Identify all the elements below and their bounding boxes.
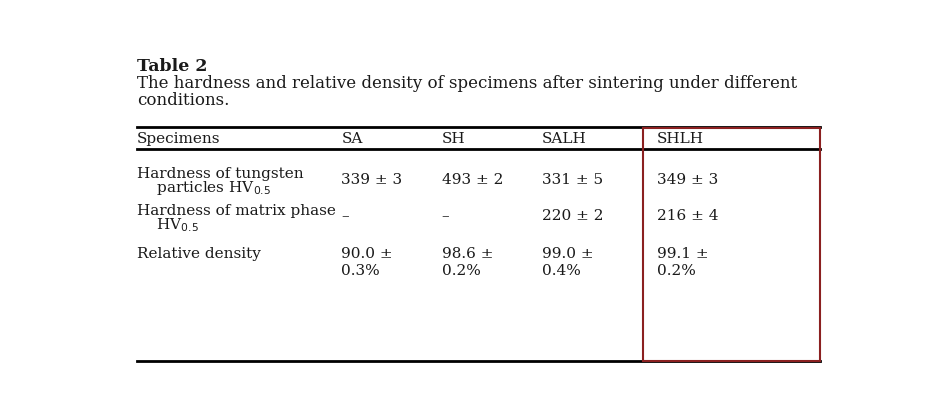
- Text: 90.0 ±: 90.0 ±: [341, 246, 393, 260]
- Text: 0.2%: 0.2%: [442, 263, 481, 278]
- Text: SALH: SALH: [542, 132, 587, 146]
- Text: Hardness of matrix phase: Hardness of matrix phase: [137, 203, 336, 217]
- Text: 493 ± 2: 493 ± 2: [442, 173, 503, 187]
- Text: The hardness and relative density of specimens after sintering under different: The hardness and relative density of spe…: [137, 75, 797, 92]
- Text: Table 2: Table 2: [137, 57, 207, 74]
- Text: 99.0 ±: 99.0 ±: [542, 246, 594, 260]
- Text: SHLH: SHLH: [657, 132, 704, 146]
- Text: particles HV$_{0.5}$: particles HV$_{0.5}$: [137, 179, 271, 197]
- Text: 0.4%: 0.4%: [542, 263, 581, 278]
- Text: Specimens: Specimens: [137, 132, 221, 146]
- Bar: [643, 129, 820, 361]
- Text: 0.3%: 0.3%: [341, 263, 380, 278]
- Text: 0.2%: 0.2%: [657, 263, 696, 278]
- Text: SA: SA: [341, 132, 363, 146]
- Text: HV$_{0.5}$: HV$_{0.5}$: [137, 216, 199, 234]
- Text: Relative density: Relative density: [137, 246, 261, 260]
- Text: conditions.: conditions.: [137, 92, 229, 109]
- Text: 349 ± 3: 349 ± 3: [657, 173, 718, 187]
- Text: 98.6 ±: 98.6 ±: [442, 246, 493, 260]
- Text: 99.1 ±: 99.1 ±: [657, 246, 709, 260]
- Text: –: –: [341, 209, 349, 223]
- Text: 339 ± 3: 339 ± 3: [341, 173, 402, 187]
- Text: 220 ± 2: 220 ± 2: [542, 209, 604, 223]
- Text: 216 ± 4: 216 ± 4: [657, 209, 719, 223]
- Text: 331 ± 5: 331 ± 5: [542, 173, 603, 187]
- Text: Hardness of tungsten: Hardness of tungsten: [137, 166, 303, 180]
- Text: –: –: [442, 209, 450, 223]
- Text: SH: SH: [442, 132, 465, 146]
